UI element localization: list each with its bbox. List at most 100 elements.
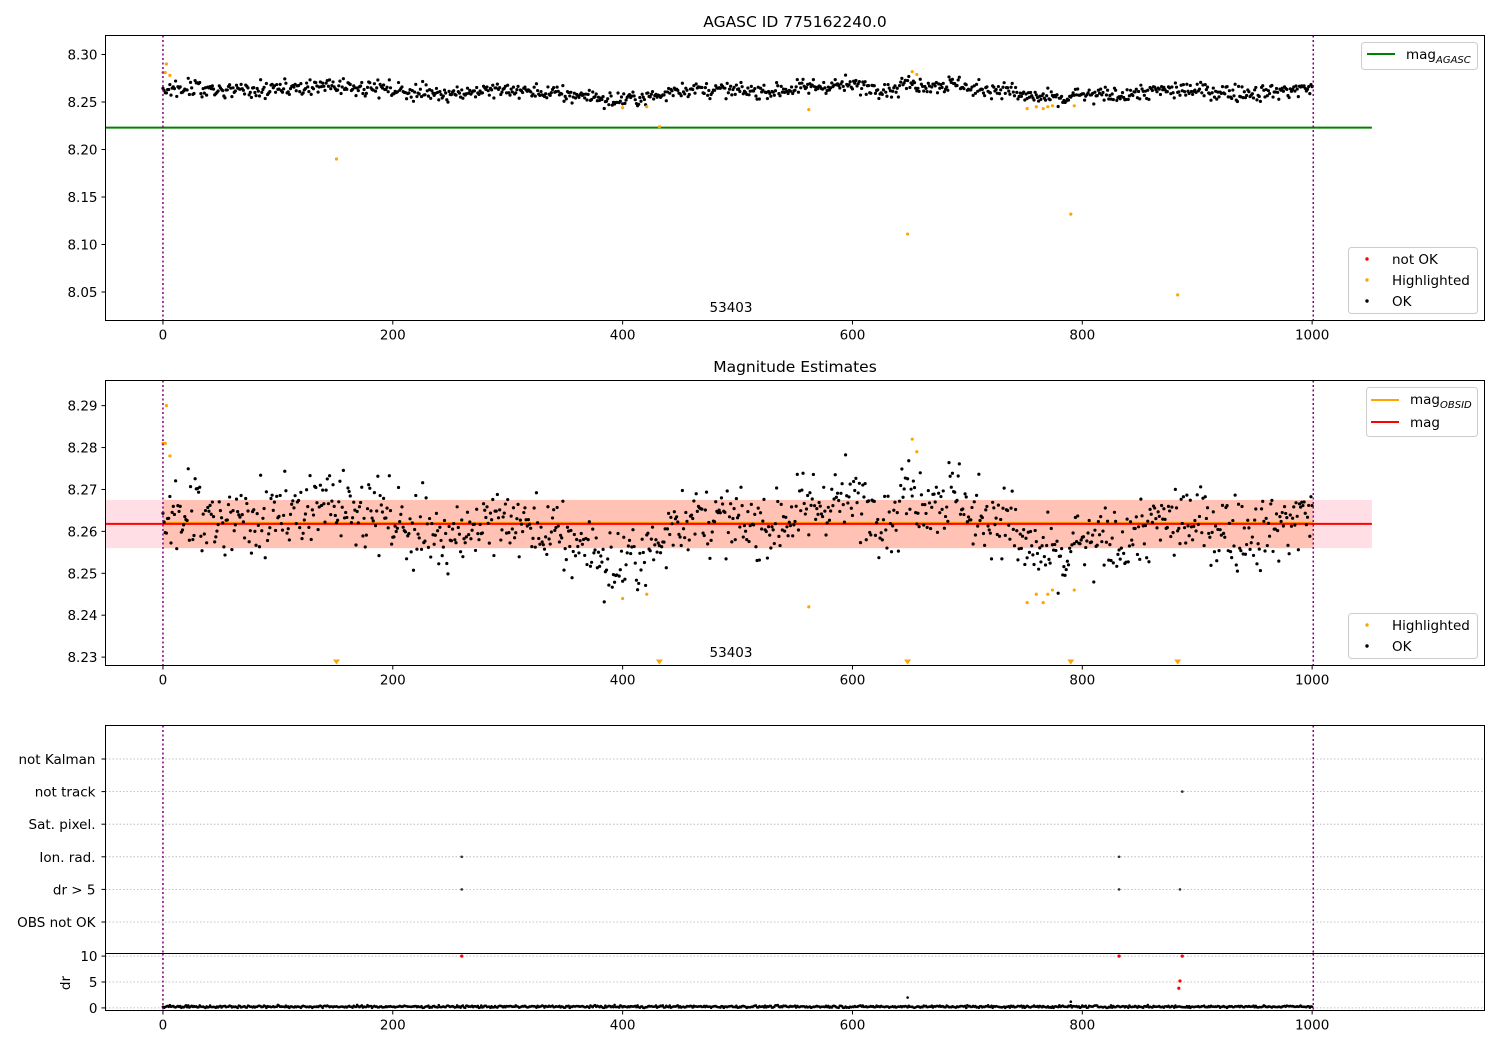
ok-point — [226, 502, 231, 507]
ok-point — [1095, 94, 1099, 98]
ok-point — [1209, 563, 1213, 567]
ok-point — [1250, 92, 1254, 96]
ok-point — [444, 91, 448, 95]
ok-point — [924, 86, 928, 91]
x-tick-label: 800 — [1069, 673, 1095, 689]
ok-point — [727, 87, 732, 91]
ok-point — [994, 87, 998, 92]
ok-point — [506, 83, 510, 87]
ok-point — [230, 95, 234, 99]
ok-point — [1277, 559, 1281, 563]
ok-point — [655, 550, 659, 554]
ok-point — [725, 489, 729, 493]
ok-point — [786, 91, 790, 96]
ok-point — [918, 77, 922, 81]
ok-point — [1211, 86, 1215, 90]
ok-point — [858, 93, 863, 97]
ok-point — [260, 90, 264, 94]
ok-point — [703, 86, 707, 90]
ok-point — [1217, 95, 1221, 99]
ok-point — [902, 487, 906, 491]
ok-point — [771, 90, 775, 94]
ok-point — [256, 89, 260, 93]
ok-point — [740, 85, 744, 89]
ok-point — [1104, 93, 1109, 97]
out-of-range-marker — [904, 659, 912, 665]
ok-point — [355, 509, 359, 514]
ok-point — [941, 489, 945, 493]
highlighted-point — [621, 106, 625, 110]
ok-point — [1127, 544, 1132, 548]
ok-point — [532, 506, 536, 510]
ok-point — [956, 474, 960, 478]
ok-point — [947, 75, 951, 79]
ok-point — [996, 503, 1001, 507]
ok-point — [669, 515, 673, 519]
ok-point — [218, 508, 223, 513]
ok-point — [1178, 542, 1182, 546]
x-tick-label: 0 — [159, 1018, 168, 1034]
ok-point — [807, 533, 811, 537]
ok-point — [426, 94, 431, 98]
y-tick-label: 8.05 — [67, 285, 97, 301]
ok-point — [735, 516, 740, 520]
ok-point — [216, 89, 220, 93]
ok-point — [1035, 551, 1040, 556]
ok-point — [680, 81, 684, 85]
ok-point — [1110, 536, 1114, 540]
ok-point — [874, 521, 879, 525]
ok-point — [693, 91, 697, 95]
ok-point — [1078, 542, 1082, 546]
ok-point — [1185, 493, 1189, 497]
ok-point — [547, 537, 551, 541]
ok-point — [594, 92, 598, 96]
ok-point — [1243, 552, 1248, 556]
ok-point — [1105, 519, 1110, 523]
ok-point — [167, 516, 171, 520]
ok-point — [575, 537, 579, 542]
ok-point — [514, 531, 518, 535]
ok-point — [239, 493, 243, 498]
ok-point — [386, 90, 390, 94]
ok-point — [646, 91, 650, 95]
ok-point — [248, 529, 252, 533]
ok-point — [958, 512, 963, 516]
ok-point — [388, 86, 393, 90]
ok-point — [776, 84, 780, 88]
ok-point — [848, 482, 852, 486]
ok-point — [552, 85, 556, 90]
ok-point — [521, 90, 525, 95]
ok-point — [567, 90, 571, 95]
ok-point — [545, 552, 549, 557]
ok-point — [1001, 506, 1005, 510]
ok-point — [314, 80, 318, 85]
y-tick-label: 8.23 — [67, 650, 97, 666]
magnitude-estimates-panel: Magnitude Estimates 53403 0 200 400 600 800 1… — [67, 358, 1485, 689]
ok-point — [548, 542, 552, 546]
ok-point — [331, 483, 335, 487]
ok-point — [980, 87, 984, 91]
ok-point — [303, 512, 308, 516]
ok-point — [350, 516, 355, 520]
ok-point — [710, 91, 714, 95]
ok-point — [416, 532, 420, 536]
ok-point — [591, 527, 595, 531]
ok-point — [421, 481, 425, 485]
ok-point — [186, 76, 190, 80]
ok-point — [824, 533, 828, 537]
ok-point — [1201, 496, 1205, 500]
ok-point — [449, 539, 453, 543]
ok-point — [729, 502, 733, 506]
ok-point — [430, 89, 434, 93]
ok-point — [455, 505, 459, 509]
ok-point — [1188, 498, 1192, 502]
ok-point — [841, 503, 845, 507]
ok-point — [1042, 555, 1046, 559]
ok-point — [595, 566, 599, 570]
ok-point — [1097, 91, 1102, 95]
highlighted-point — [164, 404, 169, 408]
ok-point — [573, 554, 578, 558]
ok-point — [822, 80, 826, 85]
ok-point — [915, 522, 919, 526]
